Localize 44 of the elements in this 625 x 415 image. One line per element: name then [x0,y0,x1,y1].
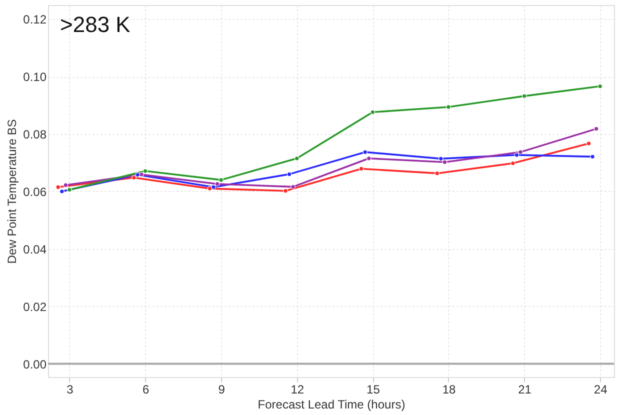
x-tick-label: 18 [442,382,456,396]
point [518,150,523,154]
y-axis-title: Dew Point Temperature BS [5,119,20,264]
point [294,156,300,161]
x-tick-label: 21 [518,382,532,396]
point [358,166,364,172]
x-tick-label: 12 [290,382,304,396]
point [63,182,68,188]
y-tick-label: 0.06 [23,184,47,199]
point [67,187,72,192]
point [370,110,376,115]
x-tick-label: 24 [594,382,608,396]
point [211,184,216,190]
point [135,172,140,178]
point [139,172,144,177]
point [218,178,224,182]
point [442,160,448,165]
point [56,184,61,190]
x-tick-label: 3 [66,382,74,396]
x-axis-title: Forecast Lead Time (hours) [258,398,406,412]
point [214,182,220,186]
point [286,172,292,177]
y-tick-label: 0.08 [23,127,47,142]
point [514,152,520,158]
y-tick-label: 0.00 [23,357,47,372]
point [59,189,64,194]
point [131,175,136,180]
point [207,186,212,191]
point [590,154,595,160]
x-tick-label: 6 [142,382,150,396]
y-tick-label: 0.10 [23,70,47,84]
y-tick-label: 0.04 [23,242,47,256]
y-tick-label: 0.02 [23,300,47,314]
point [362,150,368,154]
x-tick-label: 15 [366,382,380,396]
point [446,104,451,110]
point [522,94,527,98]
y-tick-label: 0.12 [23,12,47,27]
point [366,156,372,161]
x-tick-label: 9 [218,382,226,396]
annotation: >283 K [60,12,131,37]
point [142,168,148,174]
point [598,84,603,89]
point [438,156,444,162]
